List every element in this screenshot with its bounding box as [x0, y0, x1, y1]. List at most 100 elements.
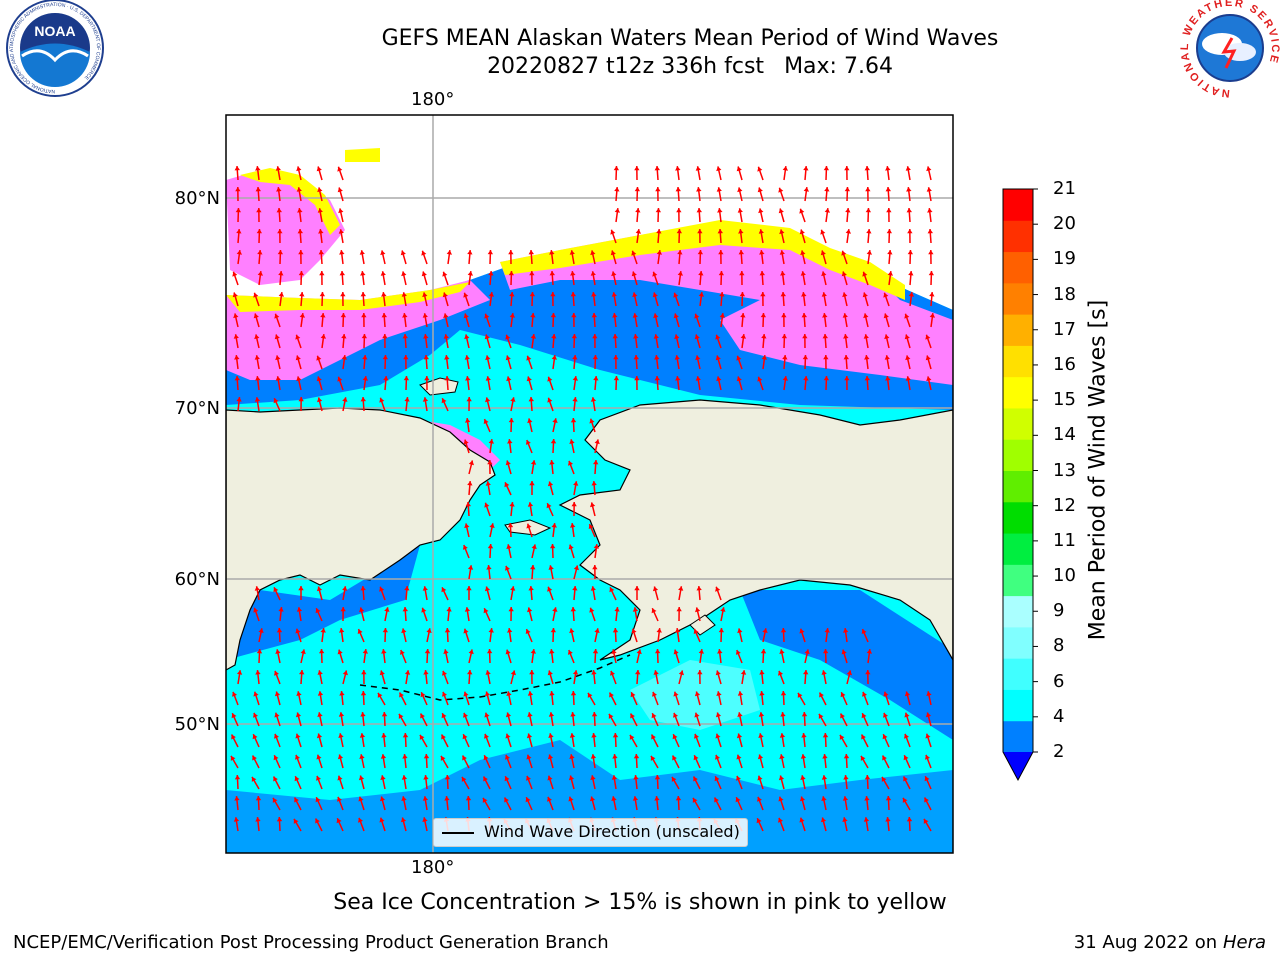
wave-direction-arrowhead [717, 229, 723, 234]
wave-direction-arrowhead [735, 797, 741, 803]
wave-direction-arrowhead [591, 733, 597, 738]
wave-direction-arrowhead [843, 775, 849, 780]
wave-direction-arrowhead [594, 628, 600, 633]
wave-direction-arrowhead [339, 271, 345, 276]
wave-direction-arrowhead [671, 776, 677, 782]
wave-direction-arrowhead [820, 250, 826, 256]
wave-direction-arrowhead [613, 355, 619, 360]
wave-direction-arrowhead [839, 734, 845, 740]
wave-direction-arrowhead [379, 670, 385, 676]
wave-direction-arrowhead [861, 713, 867, 719]
wave-direction-arrowhead [381, 292, 387, 297]
wave-direction-arrowhead [231, 713, 237, 719]
wave-direction-arrowhead [381, 649, 387, 654]
wave-direction-arrowhead [251, 776, 257, 782]
colorbar-segment [1003, 564, 1033, 597]
wave-direction-arrowhead [634, 586, 640, 591]
wave-direction-arrowhead [384, 607, 390, 612]
wave-direction-arrowhead [529, 271, 535, 276]
wave-direction-arrowhead [299, 313, 305, 318]
wave-direction-arrowhead [717, 208, 723, 213]
wave-direction-arrowhead [569, 733, 576, 738]
wave-direction-arrowhead [570, 271, 576, 276]
wave-direction-arrowhead [864, 796, 870, 801]
wave-direction-arrowhead [844, 166, 850, 171]
wave-direction-arrowhead [736, 754, 742, 760]
wave-direction-arrowhead [339, 691, 345, 696]
wave-direction-arrowhead [800, 754, 807, 759]
wave-direction-arrowhead [591, 712, 598, 717]
wave-direction-arrowhead [592, 649, 599, 654]
wave-direction-arrowhead [401, 271, 407, 277]
wave-direction-arrowhead [422, 586, 428, 591]
wave-direction-arrowhead [404, 397, 410, 402]
wave-direction-arrowhead [842, 313, 848, 318]
wave-direction-arrowhead [444, 628, 451, 633]
wave-direction-arrowhead [377, 692, 383, 698]
wave-direction-arrowhead [715, 733, 721, 739]
wave-direction-arrowhead [296, 187, 302, 192]
wave-direction-arrowhead [235, 187, 241, 192]
wave-direction-arrowhead [485, 376, 491, 381]
ocean-low-period-west [226, 545, 420, 660]
wave-direction-arrowhead [822, 334, 828, 339]
wave-direction-arrowhead [529, 670, 535, 675]
wave-direction-arrowhead [380, 754, 387, 759]
wave-direction-arrowhead [443, 649, 449, 654]
wave-direction-arrowhead [782, 355, 788, 360]
wave-direction-arrowhead [525, 797, 531, 803]
wave-direction-arrowhead [716, 187, 722, 192]
colorbar-tick-label: 21 [1053, 178, 1076, 199]
wave-direction-arrowhead [590, 250, 596, 256]
wave-direction-arrowhead [862, 691, 867, 697]
colorbar-extend-arrow [1003, 752, 1033, 780]
wave-direction-arrowhead [906, 208, 912, 213]
date-note: 31 Aug 2022 on Hera [1074, 932, 1266, 953]
wave-direction-arrowhead [340, 292, 346, 297]
wave-direction-arrowhead [715, 754, 720, 760]
wave-direction-arrowhead [613, 376, 619, 381]
wave-direction-arrowhead [402, 733, 409, 738]
wave-direction-arrowhead [738, 229, 744, 234]
wave-direction-arrowhead [630, 692, 636, 698]
wave-direction-arrowhead [801, 292, 807, 297]
wave-direction-arrowhead [611, 271, 617, 277]
wave-direction-arrowhead [552, 607, 558, 612]
colorbar-segment [1003, 595, 1033, 628]
wave-direction-arrowhead [885, 166, 891, 171]
wave-direction-arrowhead [277, 229, 283, 234]
wave-direction-arrowhead [866, 250, 872, 255]
wave-direction-arrowhead [549, 691, 555, 696]
wave-direction-arrowhead [422, 292, 428, 298]
wave-direction-arrowhead [779, 229, 785, 235]
wave-direction-arrowhead [593, 376, 599, 381]
wave-direction-arrowhead [573, 565, 579, 571]
wave-direction-arrowhead [862, 271, 868, 277]
wave-direction-arrowhead [593, 544, 599, 549]
wave-direction-arrowhead [758, 712, 765, 717]
wave-direction-arrowhead [907, 229, 913, 234]
wave-direction-arrowhead [612, 733, 619, 738]
wave-direction-arrowhead [463, 292, 469, 298]
wave-direction-arrowhead [720, 607, 726, 612]
wave-direction-arrowhead [864, 376, 870, 381]
wave-direction-arrowhead [693, 629, 699, 634]
wave-direction-arrowhead [614, 187, 620, 192]
wave-direction-arrowhead [276, 628, 283, 633]
wave-direction-arrowhead [443, 334, 449, 339]
wave-direction-arrowhead [757, 187, 763, 193]
wave-direction-arrowhead [424, 376, 430, 381]
wave-direction-arrowhead [736, 775, 741, 781]
wave-direction-arrowhead [613, 166, 619, 171]
wave-direction-arrowhead [654, 355, 660, 360]
wave-direction-arrowhead [253, 691, 259, 697]
wave-direction-arrowhead [299, 670, 305, 675]
wave-direction-arrowhead [509, 502, 515, 507]
colorbar-segment [1003, 658, 1033, 690]
wave-direction-arrowhead [548, 712, 555, 717]
wave-direction-arrowhead [297, 229, 303, 234]
wave-direction-arrowhead [655, 208, 661, 213]
wave-direction-arrowhead [759, 691, 765, 696]
wave-direction-arrowhead [441, 734, 446, 740]
wave-direction-arrowhead [841, 250, 847, 256]
